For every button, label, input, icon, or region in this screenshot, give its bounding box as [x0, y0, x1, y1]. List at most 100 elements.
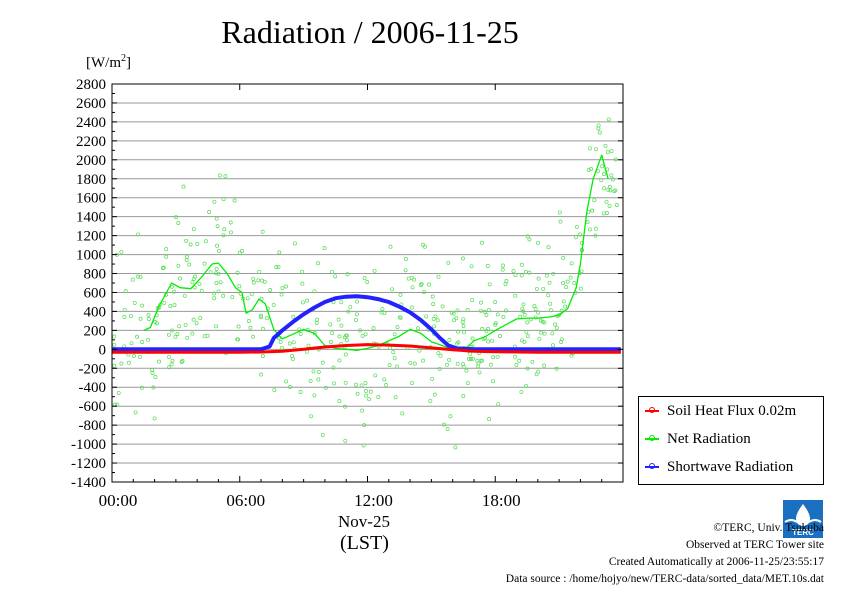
net-radiation-sample-point [433, 314, 438, 319]
net-radiation-sample-point [380, 307, 385, 311]
net-radiation-sample-point [301, 300, 305, 305]
net-radiation-sample-point [363, 332, 368, 337]
net-radiation-sample-point [462, 330, 466, 335]
net-radiation-sample-point [387, 363, 392, 368]
net-radiation-sample-point [191, 227, 196, 232]
net-radiation-sample-point [306, 343, 311, 348]
net-radiation-sample-point [133, 410, 138, 415]
net-radiation-sample-point [169, 362, 174, 367]
net-radiation-sample-point [503, 282, 508, 287]
net-radiation-sample-point [354, 382, 358, 387]
net-radiation-sample-point [422, 290, 426, 295]
net-radiation-sample-point [448, 414, 453, 419]
net-radiation-sample-point [605, 150, 610, 155]
net-radiation-sample-point [223, 174, 228, 179]
net-radiation-sample-point [354, 317, 358, 322]
net-radiation-sample-point [116, 390, 121, 395]
net-radiation-sample-point [569, 353, 574, 358]
net-radiation-sample-point [487, 282, 492, 287]
net-radiation-sample-point [395, 364, 399, 369]
net-radiation-sample-point [427, 282, 431, 287]
net-radiation-sample-point [279, 345, 284, 350]
net-radiation-sample-point [602, 172, 606, 177]
y-tick-label: 2400 [76, 115, 106, 131]
net-radiation-sample-point [418, 283, 423, 287]
net-radiation-sample-point [480, 327, 485, 331]
net-radiation-sample-point [212, 199, 217, 204]
net-radiation-sample-point [222, 227, 227, 232]
net-radiation-sample-point [440, 304, 445, 309]
net-radiation-sample-point [465, 308, 470, 312]
net-radiation-sample-point [542, 363, 547, 368]
net-radiation-sample-point [467, 357, 471, 361]
y-tick-label: 400 [84, 304, 107, 320]
net-radiation-sample-point [153, 320, 158, 324]
net-radiation-sample-point [603, 143, 608, 148]
net-radiation-sample-point [613, 157, 618, 162]
net-radiation-sample-point [246, 319, 251, 323]
net-radiation-sample-point [171, 289, 176, 294]
net-radiation-sample-point [323, 385, 328, 390]
net-radiation-sample-point [422, 244, 427, 249]
net-radiation-sample-point [561, 299, 566, 304]
net-radiation-sample-point [419, 281, 424, 286]
net-radiation-sample-point [276, 336, 281, 340]
net-radiation-sample-point [361, 443, 366, 448]
net-radiation-sample-point [580, 241, 585, 246]
net-radiation-sample-point [609, 149, 614, 154]
y-tick-label: -600 [79, 399, 107, 415]
net-radiation-sample-point [470, 336, 475, 341]
net-radiation-sample-point [217, 173, 222, 178]
net-radiation-sample-point [272, 387, 277, 392]
net-radiation-sample-point [221, 197, 226, 202]
net-radiation-sample-point [409, 275, 414, 280]
net-radiation-sample-point [251, 334, 255, 339]
net-radiation-sample-point [612, 189, 617, 194]
net-radiation-sample-point [212, 291, 217, 296]
net-radiation-sample-point [215, 224, 220, 229]
net-radiation-sample-point [251, 280, 256, 285]
x-tick-label: 00:00 [99, 491, 138, 510]
net-radiation-sample-point [265, 316, 269, 321]
net-radiation-sample-point [337, 358, 342, 363]
net-radiation-sample-point [330, 269, 335, 274]
net-radiation-sample-point [409, 381, 414, 386]
net-radiation-sample-point [606, 187, 611, 192]
net-radiation-sample-point [185, 335, 190, 340]
net-radiation-sample-point [455, 361, 460, 366]
net-radiation-sample-point [235, 270, 240, 275]
y-tick-label: 2000 [76, 153, 106, 169]
net-radiation-sample-point [237, 284, 242, 289]
net-radiation-sample-point [257, 269, 262, 274]
net-radiation-sample-point [346, 309, 351, 314]
net-radiation-sample-point [501, 263, 505, 268]
net-radiation-sample-point [355, 299, 359, 304]
net-radiation-sample-point [312, 289, 317, 294]
y-tick-label: 1800 [76, 172, 106, 188]
net-radiation-sample-point [437, 366, 442, 371]
net-radiation-sample-point [524, 329, 529, 334]
net-radiation-sample-point [478, 359, 483, 364]
net-radiation-sample-point [476, 361, 481, 366]
net-radiation-sample-point [534, 372, 539, 377]
net-radiation-sample-point [421, 358, 426, 363]
net-radiation-sample-point [330, 331, 335, 336]
terc-logo-icon: TERC [783, 500, 823, 538]
net-radiation-sample-point [464, 368, 469, 373]
net-radiation-sample-point [150, 368, 155, 372]
axis-ticks: -1400 -1200 -1000 -800 -600 -400 -200 0 200 400 60… [71, 77, 623, 510]
net-radiation-sample-point [167, 354, 172, 359]
net-radiation-sample-point [452, 318, 457, 323]
net-radiation-sample-point [331, 365, 336, 370]
net-radiation-sample-point [194, 321, 199, 326]
net-radiation-sample-point [465, 381, 470, 386]
net-radiation-sample-point [498, 334, 503, 338]
net-radiation-sample-point [468, 357, 473, 361]
net-radiation-sample-point [343, 404, 347, 409]
net-radiation-sample-point [548, 301, 553, 306]
series-line-net-radiation [143, 154, 609, 351]
net-radiation-sample-point [536, 369, 541, 374]
net-radiation-sample-point [230, 295, 235, 300]
net-radiation-sample-point [132, 300, 137, 305]
net-radiation-sample-point [596, 126, 601, 131]
